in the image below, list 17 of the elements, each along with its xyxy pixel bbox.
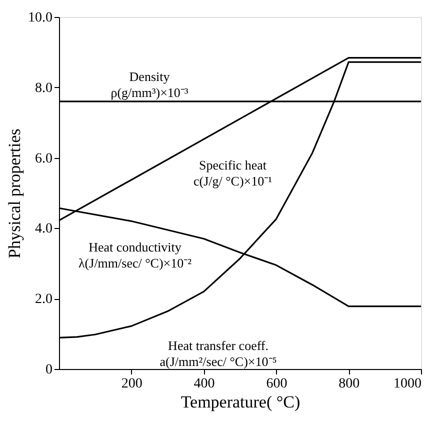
x-tick-label: 200 <box>121 376 142 392</box>
y-tick-label: 4.0 <box>35 222 52 237</box>
y-tick-label: 6.0 <box>35 151 52 166</box>
y-tick-label: 8.0 <box>35 80 52 96</box>
series-label: Heat transfer coeff. a(J/mm²/sec/ °C)×10⁻⁵ <box>160 338 277 369</box>
x-axis-title: Temperature( °C) <box>180 392 300 412</box>
y-tick-label: 0 <box>46 362 52 378</box>
x-tick-label: 1000 <box>394 376 422 392</box>
y-tick-label: 10.0 <box>28 10 52 26</box>
y-axis-title: Physical properties <box>5 128 24 258</box>
x-tick-label: 400 <box>194 376 215 392</box>
y-tick-label: 2.0 <box>35 292 52 308</box>
series-label: Specific heat c(J/g/ °C)×10⁻¹ <box>193 158 272 189</box>
series-label: Density ρ(g/mm³)×10⁻³ <box>110 68 188 100</box>
x-tick-label: 600 <box>266 376 288 392</box>
series-label: Heat conductivity λ(J/mm/sec/ °C)×10⁻² <box>78 240 192 271</box>
x-tick-label: 800 <box>338 376 360 392</box>
